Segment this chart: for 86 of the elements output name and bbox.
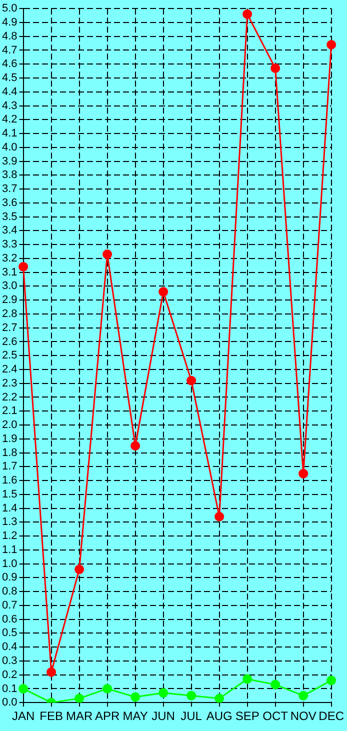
x-tick-label: MAY — [122, 709, 148, 724]
y-tick-label: 3.0 — [2, 280, 18, 292]
point — [214, 694, 224, 703]
y-tick-label: 4.0 — [2, 141, 18, 154]
x-tick-label: SEP — [235, 709, 260, 724]
y-tick-label: 1.2 — [2, 530, 18, 542]
y-tick-label: 3.9 — [2, 155, 18, 168]
point — [242, 9, 252, 19]
y-tick-label: 1.1 — [2, 544, 18, 556]
y-tick-label: 0.3 — [2, 654, 18, 667]
y-tick-label: 5.0 — [2, 2, 18, 15]
y-tick-label: 2.5 — [2, 350, 18, 362]
y-tick-label: 2.2 — [2, 391, 18, 404]
y-tick-label: 0.1 — [2, 682, 18, 695]
y-tick-label: 4.9 — [2, 16, 18, 29]
y-tick-label: 2.7 — [2, 322, 18, 334]
x-tick-label: JUL — [180, 709, 202, 724]
point — [18, 684, 28, 694]
point — [214, 512, 224, 522]
y-tick-label: 0.4 — [2, 641, 18, 654]
x-tick-label: OCT — [262, 709, 289, 724]
y-tick-label: 2.9 — [2, 294, 18, 306]
point — [102, 684, 112, 694]
point — [74, 564, 84, 574]
y-tick-label: 4.2 — [2, 114, 18, 126]
y-tick-label: 4.6 — [2, 58, 18, 70]
y-tick-label: 3.4 — [2, 224, 18, 237]
y-tick-label: 4.3 — [2, 100, 18, 112]
x-tick-label: NOV — [290, 709, 316, 724]
y-tick-label: 4.4 — [2, 86, 18, 98]
point — [130, 441, 140, 451]
point — [270, 64, 280, 74]
y-tick-label: 3.1 — [2, 266, 18, 278]
x-tick-label: JUN — [152, 709, 175, 724]
point — [186, 690, 196, 700]
y-tick-label: 0.5 — [2, 627, 18, 640]
y-tick-label: 1.4 — [2, 502, 18, 514]
point — [158, 688, 168, 698]
y-tick-label: 1.0 — [2, 558, 18, 570]
point — [326, 676, 336, 686]
point — [326, 40, 336, 50]
y-tick-label: 4.7 — [2, 44, 18, 56]
y-tick-label: 1.5 — [2, 488, 18, 500]
point — [298, 468, 308, 478]
y-tick-label: 2.4 — [2, 364, 18, 376]
y-tick-label: 1.7 — [2, 460, 18, 473]
y-tick-label: 2.8 — [2, 308, 18, 320]
y-tick-label: 0.6 — [2, 613, 18, 626]
point — [18, 262, 28, 272]
y-tick-label: 0.8 — [2, 586, 18, 598]
y-tick-label: 2.6 — [2, 336, 18, 348]
y-tick-label: 1.9 — [2, 432, 18, 445]
point — [242, 674, 252, 684]
y-tick-label: 1.6 — [2, 474, 18, 487]
y-tick-label: 3.5 — [2, 210, 18, 223]
y-tick-label: 0.9 — [2, 572, 18, 584]
x-tick-label: AUG — [206, 709, 232, 724]
y-tick-label: 0.0 — [2, 696, 18, 709]
point — [298, 690, 308, 700]
x-tick-label: DEC — [318, 709, 344, 724]
y-tick-label: 0.7 — [2, 599, 18, 612]
y-tick-label: 2.1 — [2, 405, 18, 418]
y-tick-label: 2.0 — [2, 419, 18, 432]
y-tick-label: 3.6 — [2, 196, 18, 209]
y-tick-label: 3.2 — [2, 252, 18, 264]
x-tick-label: FEB — [40, 709, 63, 724]
point — [158, 287, 168, 296]
x-tick-label: JAN — [12, 709, 35, 724]
y-tick-label: 1.8 — [2, 446, 18, 459]
x-tick-label: MAR — [66, 709, 93, 724]
y-tick-label: 4.1 — [2, 128, 18, 140]
y-tick-label: 2.3 — [2, 377, 18, 390]
point — [46, 667, 56, 677]
x-tick-label: APR — [94, 709, 120, 724]
point — [270, 680, 280, 690]
y-tick-label: 1.3 — [2, 516, 18, 528]
y-tick-label: 4.8 — [2, 30, 18, 42]
point — [102, 250, 112, 260]
point — [130, 692, 140, 702]
y-tick-label: 3.3 — [2, 238, 18, 251]
y-tick-label: 3.7 — [2, 183, 18, 196]
y-tick-label: 0.2 — [2, 668, 18, 681]
point — [74, 694, 84, 703]
point — [186, 376, 196, 386]
y-tick-label: 3.8 — [2, 169, 18, 182]
y-tick-label: 4.5 — [2, 72, 18, 84]
